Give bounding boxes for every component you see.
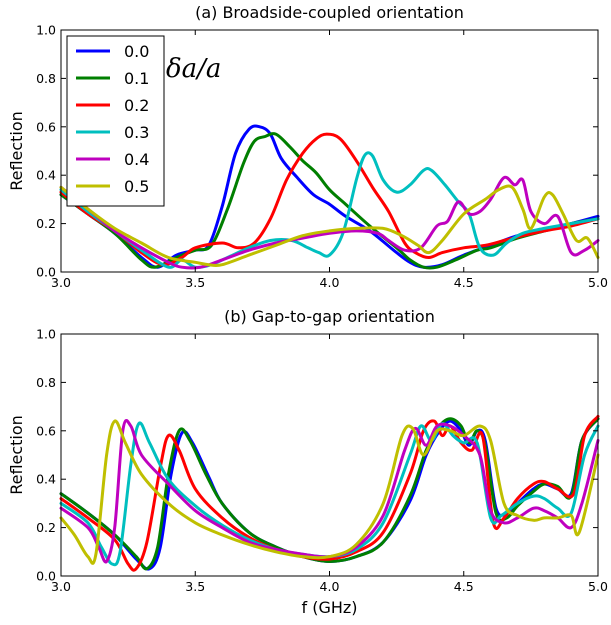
panel-a-xtick-label: 5.0 (588, 275, 608, 290)
panel-b-ytick-label: 0.2 (36, 520, 56, 535)
panel-b-xtick-label: 3.0 (51, 579, 71, 594)
legend: 0.0 0.1 0.2 0.3 0.4 0.5 (66, 35, 165, 207)
panel-b-xtick-label: 5.0 (588, 579, 608, 594)
panel-a-tick-layer: 3.0 3.5 4.0 4.5 5.0 0.0 0.2 0.4 0.6 0.8 1.0 (36, 23, 608, 291)
panel-b-ytick-label: 0.8 (36, 375, 56, 390)
panel-a-ytick-label: 0.2 (36, 216, 56, 231)
panel-b-title: (b) Gap-to-gap orientation (224, 307, 435, 326)
panel-a: (a) Broadside-coupled orientation Reflec… (7, 3, 608, 290)
panel-a-series-0-2-line (59, 132, 600, 267)
legend-label-0-4: 0.4 (124, 150, 149, 169)
panel-a-ytick-label: 0.8 (36, 71, 56, 86)
panel-b-series-layer (59, 414, 600, 572)
panel-b-ytick-label: 0.0 (36, 569, 56, 584)
panel-a-ytick-label: 0.4 (36, 168, 56, 183)
panel-a-series-0-5-line (59, 184, 600, 268)
panel-a-title: (a) Broadside-coupled orientation (195, 3, 464, 22)
legend-box (66, 35, 165, 207)
panel-a-ylabel: Reflection (7, 111, 26, 191)
panel-b-ytick-label: 0.4 (36, 472, 56, 487)
panel-b-series-0-5-line (59, 419, 600, 565)
panel-a-series-layer (59, 124, 600, 270)
panel-a-plot-border (60, 29, 599, 273)
panel-b: (b) Gap-to-gap orientation Reflection f … (7, 307, 608, 617)
panel-b-xtick-label: 4.5 (454, 579, 474, 594)
legend-label-0-0: 0.0 (124, 42, 149, 61)
panel-b-ytick-label: 0.6 (36, 423, 56, 438)
legend-label-0-1: 0.1 (124, 69, 149, 88)
legend-label-0-5: 0.5 (124, 177, 149, 196)
panel-b-plot-border (60, 333, 599, 577)
panel-b-plot-frame (61, 334, 598, 576)
panel-a-series-0-3-line (59, 151, 600, 269)
panel-a-xtick-label: 3.0 (51, 275, 71, 290)
panel-b-series-0-2-line (59, 414, 600, 572)
panel-a-ytick-label: 1.0 (36, 23, 56, 38)
panel-a-ytick-label: 0.0 (36, 265, 56, 280)
panel-a-xtick-label: 4.5 (454, 275, 474, 290)
panel-b-xtick-label: 3.5 (185, 579, 205, 594)
panel-a-series-0-4-line (59, 175, 600, 270)
legend-title-delta-a-over-a: δa/a (166, 54, 221, 84)
panel-b-ytick-label: 1.0 (36, 327, 56, 342)
legend-label-0-2: 0.2 (124, 96, 149, 115)
panel-a-ytick-label: 0.6 (36, 119, 56, 134)
panel-b-xlabel: f (GHz) (301, 598, 357, 617)
panel-a-xtick-label: 3.5 (185, 275, 205, 290)
panel-b-series-0-4-line (59, 419, 600, 564)
panel-b-tick-layer: 3.0 3.5 4.0 4.5 5.0 0.0 0.2 0.4 0.6 0.8 1.0 (36, 327, 608, 595)
panel-b-ylabel: Reflection (7, 415, 26, 495)
panel-b-xtick-label: 4.0 (320, 579, 340, 594)
legend-label-0-3: 0.3 (124, 123, 149, 142)
panel-a-xtick-label: 4.0 (320, 275, 340, 290)
